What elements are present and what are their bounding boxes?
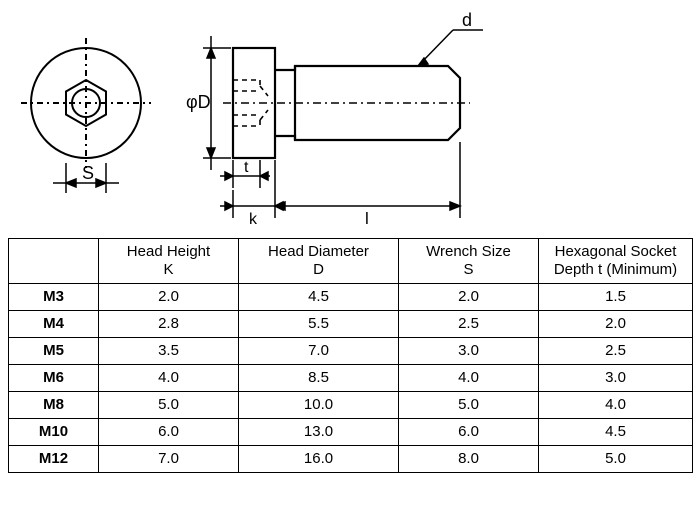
table-body: M3 2.0 4.5 2.0 1.5 M4 2.8 5.5 2.5 2.0 M5… <box>9 284 693 473</box>
cell-size: M10 <box>9 419 99 446</box>
cell-D: 10.0 <box>239 392 399 419</box>
cell-t: 4.5 <box>539 419 693 446</box>
col-size <box>9 239 99 284</box>
cell-t: 1.5 <box>539 284 693 311</box>
cell-size: M8 <box>9 392 99 419</box>
cell-t: 2.0 <box>539 311 693 338</box>
dim-S: S <box>53 163 119 193</box>
cell-size: M12 <box>9 446 99 473</box>
cell-D: 4.5 <box>239 284 399 311</box>
cell-D: 7.0 <box>239 338 399 365</box>
screw-diagram-svg: S <box>8 8 692 238</box>
table-header-row: Head Height K Head Diameter D Wrench Siz… <box>9 239 693 284</box>
cell-K: 6.0 <box>99 419 239 446</box>
table-row: M12 7.0 16.0 8.0 5.0 <box>9 446 693 473</box>
cell-size: M4 <box>9 311 99 338</box>
label-d: d <box>462 10 472 30</box>
cell-K: 3.5 <box>99 338 239 365</box>
cell-S: 2.5 <box>399 311 539 338</box>
cell-t: 4.0 <box>539 392 693 419</box>
cell-S: 8.0 <box>399 446 539 473</box>
dim-d: d <box>418 10 483 66</box>
spec-table: Head Height K Head Diameter D Wrench Siz… <box>8 238 693 473</box>
cell-t: 5.0 <box>539 446 693 473</box>
label-t: t <box>244 159 249 176</box>
front-view <box>21 38 151 168</box>
dim-l: l <box>275 142 460 228</box>
table-row: M6 4.0 8.5 4.0 3.0 <box>9 365 693 392</box>
cell-t: 2.5 <box>539 338 693 365</box>
cell-size: M3 <box>9 284 99 311</box>
cell-K: 4.0 <box>99 365 239 392</box>
table-row: M5 3.5 7.0 3.0 2.5 <box>9 338 693 365</box>
cell-size: M5 <box>9 338 99 365</box>
table-row: M4 2.8 5.5 2.5 2.0 <box>9 311 693 338</box>
table-row: M8 5.0 10.0 5.0 4.0 <box>9 392 693 419</box>
dim-k: k <box>220 160 285 228</box>
cell-t: 3.0 <box>539 365 693 392</box>
cell-K: 2.0 <box>99 284 239 311</box>
label-k: k <box>249 211 258 228</box>
cell-K: 5.0 <box>99 392 239 419</box>
table-row: M3 2.0 4.5 2.0 1.5 <box>9 284 693 311</box>
col-t: Hexagonal Socket Depth t (Minimum) <box>539 239 693 284</box>
cell-S: 4.0 <box>399 365 539 392</box>
cell-D: 8.5 <box>239 365 399 392</box>
cell-S: 5.0 <box>399 392 539 419</box>
col-K: Head Height K <box>99 239 239 284</box>
dim-t: t <box>220 159 270 188</box>
cell-D: 5.5 <box>239 311 399 338</box>
cell-D: 13.0 <box>239 419 399 446</box>
label-D: φD <box>186 92 211 112</box>
side-view <box>223 48 470 158</box>
table-row: M10 6.0 13.0 6.0 4.5 <box>9 419 693 446</box>
col-D: Head Diameter D <box>239 239 399 284</box>
col-S: Wrench Size S <box>399 239 539 284</box>
cell-S: 2.0 <box>399 284 539 311</box>
label-l: l <box>365 209 369 228</box>
cell-S: 6.0 <box>399 419 539 446</box>
cell-size: M6 <box>9 365 99 392</box>
label-S: S <box>82 163 94 183</box>
cell-K: 2.8 <box>99 311 239 338</box>
cell-D: 16.0 <box>239 446 399 473</box>
cell-K: 7.0 <box>99 446 239 473</box>
technical-diagram: S <box>8 8 692 238</box>
cell-S: 3.0 <box>399 338 539 365</box>
